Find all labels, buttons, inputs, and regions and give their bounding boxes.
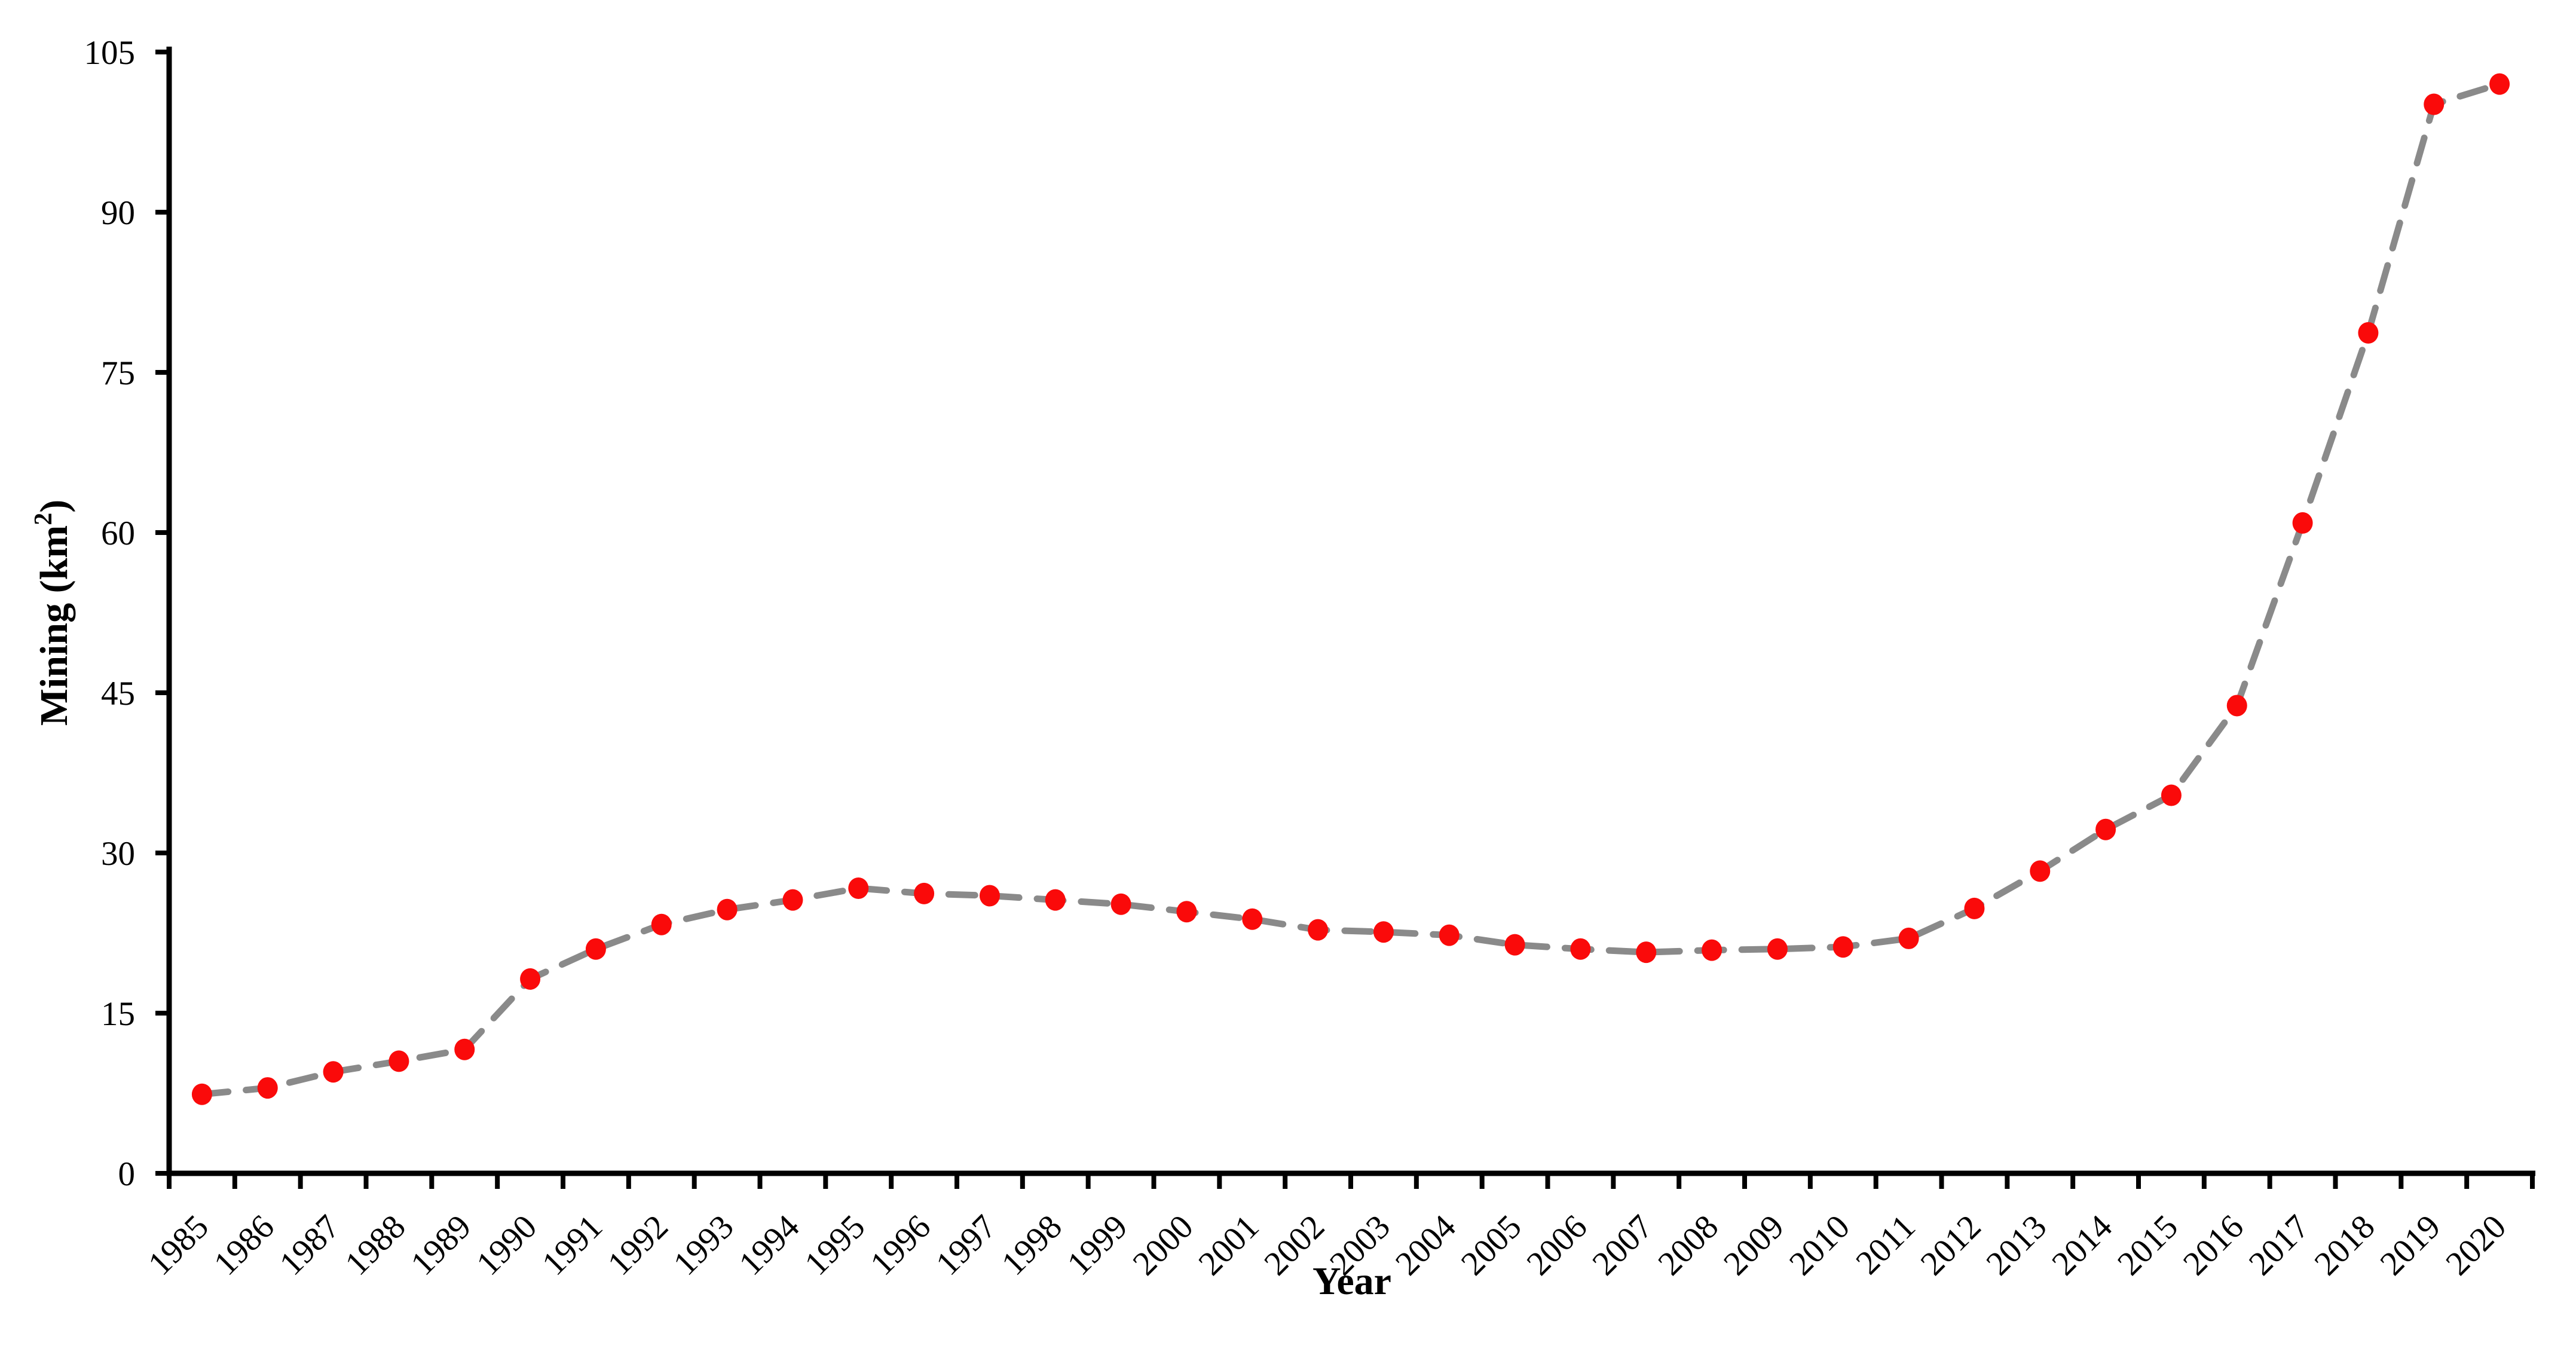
x-tick-label: 2013 [1979, 1208, 2054, 1283]
data-point-1999 [1110, 893, 1131, 915]
data-point-1992 [651, 913, 672, 935]
data-point-2007 [1636, 941, 1657, 964]
x-tick-label: 2019 [2373, 1208, 2447, 1283]
x-tick-label: 1987 [273, 1208, 347, 1283]
data-point-2018 [2358, 322, 2379, 344]
x-tick-label: 1988 [338, 1208, 412, 1283]
x-tick-label: 2006 [1519, 1208, 1594, 1283]
x-tick-label: 2000 [1125, 1208, 1200, 1283]
x-tick-label: 1986 [207, 1208, 282, 1283]
x-tick-label: 2008 [1651, 1208, 1726, 1283]
data-point-1996 [914, 882, 935, 904]
x-tick-label: 2005 [1454, 1208, 1529, 1283]
data-point-1989 [454, 1038, 475, 1060]
x-tick-label: 2017 [2242, 1208, 2317, 1283]
y-tick-label: 105 [84, 34, 136, 72]
data-point-2019 [2424, 93, 2445, 115]
data-point-1997 [979, 885, 1000, 907]
data-point-1991 [585, 938, 606, 960]
x-axis-title: Year [1313, 1259, 1391, 1303]
data-point-2002 [1308, 919, 1329, 941]
data-point-2008 [1702, 939, 1723, 961]
data-point-2020 [2489, 73, 2510, 95]
data-point-2012 [1964, 897, 1985, 919]
y-tick-label: 75 [101, 354, 135, 392]
data-point-1987 [323, 1061, 344, 1083]
x-tick-label: 1998 [995, 1208, 1069, 1283]
x-tick-label: 1999 [1060, 1208, 1135, 1283]
data-point-1994 [782, 889, 803, 911]
data-point-2016 [2226, 695, 2247, 717]
y-axis-ticks: 0 15 30 45 60 75 90 105 [84, 34, 169, 1193]
x-tick-label: 2016 [2176, 1208, 2251, 1283]
x-tick-label: 1985 [141, 1208, 216, 1283]
x-tick-label: 2007 [1585, 1208, 1660, 1283]
y-tick-label: 30 [101, 835, 135, 873]
data-series [191, 73, 2510, 1105]
x-tick-label: 1994 [732, 1208, 806, 1283]
x-tick-label: 2018 [2307, 1208, 2382, 1283]
x-tick-label: 1989 [403, 1208, 478, 1283]
y-axis-title: Mining (km2) [30, 500, 76, 726]
x-tick-label: 1997 [929, 1208, 1004, 1283]
data-point-2005 [1504, 934, 1525, 956]
x-tick-label: 2015 [2110, 1208, 2185, 1283]
x-tick-label: 2010 [1782, 1208, 1857, 1283]
x-tick-label: 1990 [469, 1208, 544, 1283]
data-point-1998 [1045, 889, 1066, 911]
trend-dashed-line [198, 81, 2503, 1098]
y-tick-label: 0 [118, 1155, 136, 1193]
data-point-2004 [1439, 924, 1460, 946]
data-point-2006 [1570, 938, 1591, 960]
x-tick-label: 1996 [863, 1208, 938, 1283]
data-point-2001 [1242, 908, 1263, 930]
y-tick-label: 60 [101, 515, 135, 552]
y-tick-label: 45 [101, 675, 135, 712]
x-tick-label: 2014 [2045, 1208, 2119, 1283]
data-point-1995 [848, 877, 869, 899]
data-point-2009 [1767, 938, 1788, 960]
data-point-1986 [257, 1077, 278, 1099]
data-point-1990 [520, 968, 541, 990]
x-tick-label: 2009 [1717, 1208, 1791, 1283]
data-point-2003 [1373, 921, 1394, 943]
y-tick-label: 90 [101, 194, 135, 232]
data-point-1985 [191, 1083, 212, 1105]
data-point-1988 [388, 1050, 409, 1072]
y-tick-label: 15 [101, 995, 135, 1033]
data-point-2017 [2292, 512, 2313, 534]
data-point-2013 [2030, 860, 2051, 882]
data-point-2011 [1898, 927, 1919, 949]
data-point-2015 [2161, 784, 2182, 806]
data-point-2010 [1832, 936, 1853, 958]
x-tick-label: 2011 [1849, 1208, 1923, 1282]
x-tick-label: 2020 [2439, 1208, 2513, 1283]
data-point-2014 [2095, 818, 2116, 840]
x-tick-label: 1995 [797, 1208, 872, 1283]
x-tick-label: 2012 [1913, 1208, 1988, 1283]
x-tick-label: 1993 [666, 1208, 741, 1283]
x-tick-label: 2001 [1191, 1208, 1266, 1283]
data-point-2000 [1176, 901, 1197, 923]
x-tick-label: 1991 [535, 1208, 610, 1283]
data-point-1993 [717, 898, 738, 920]
x-tick-label: 2004 [1388, 1208, 1463, 1283]
x-tick-label: 1992 [601, 1208, 675, 1283]
